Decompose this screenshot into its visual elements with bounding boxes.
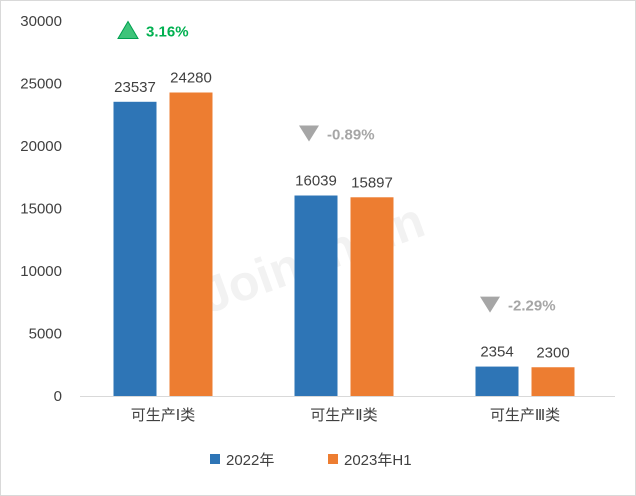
change-annotation: 3.16% — [146, 24, 189, 41]
change-annotation: -2.29% — [508, 298, 556, 315]
legend-label: 2023年H1 — [344, 452, 412, 469]
y-tick-label: 30000 — [20, 13, 62, 30]
y-tick-label: 20000 — [20, 138, 62, 155]
y-tick-label: 25000 — [20, 76, 62, 93]
legend-swatch — [210, 454, 220, 464]
y-tick-label: 0 — [54, 388, 62, 405]
legend-swatch — [328, 454, 338, 464]
y-tick-label: 5000 — [29, 326, 62, 343]
bar — [350, 197, 394, 396]
y-tick-label: 15000 — [20, 201, 62, 218]
bar — [113, 101, 157, 396]
bar — [531, 367, 575, 396]
arrow-up-icon — [117, 20, 139, 39]
arrow-down-icon — [299, 125, 319, 142]
y-tick-label: 10000 — [20, 263, 62, 280]
arrow-down-icon — [480, 296, 500, 313]
bar — [169, 92, 213, 396]
bar — [294, 195, 338, 396]
data-label: 16039 — [295, 173, 337, 190]
data-label: 15897 — [351, 174, 393, 191]
change-annotation: -0.89% — [327, 127, 375, 144]
legend-label: 2022年 — [226, 452, 274, 469]
data-label: 2354 — [480, 344, 513, 361]
bar — [475, 366, 519, 396]
data-label: 24280 — [170, 70, 212, 87]
x-tick-label: 可生产Ⅱ类 — [310, 407, 377, 424]
x-tick-label: 可生产Ⅰ类 — [131, 407, 195, 424]
data-label: 23537 — [114, 79, 156, 96]
x-tick-label: 可生产Ⅲ类 — [490, 407, 560, 424]
data-label: 2300 — [536, 344, 569, 361]
